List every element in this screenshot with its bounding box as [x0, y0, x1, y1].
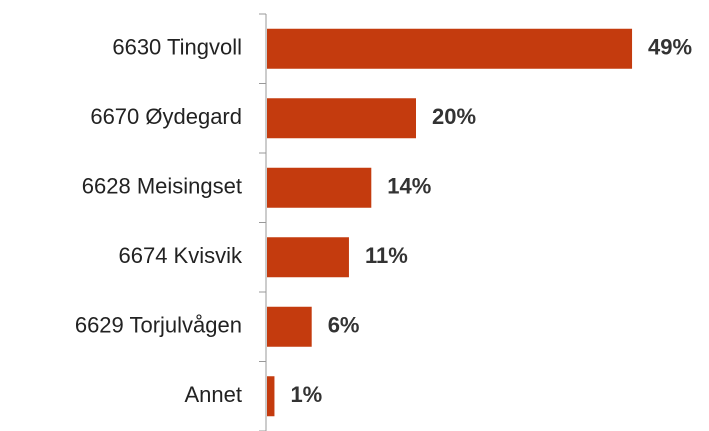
bar: [267, 376, 275, 417]
category-label: 6630 Tingvoll: [112, 35, 242, 60]
bar: [267, 306, 312, 347]
data-label: 6%: [328, 313, 360, 338]
category-label: 6674 Kvisvik: [118, 243, 243, 268]
bar: [267, 167, 372, 208]
data-label: 49%: [648, 35, 692, 60]
data-label: 14%: [387, 174, 431, 199]
bar: [267, 28, 633, 69]
data-label: 1%: [290, 382, 322, 407]
bar: [267, 98, 416, 139]
category-label: 6629 Torjulvågen: [75, 313, 242, 338]
bar: [267, 237, 349, 278]
category-label: 6628 Meisingset: [82, 174, 242, 199]
category-label: Annet: [185, 382, 243, 407]
data-label: 11%: [365, 243, 408, 268]
data-label: 20%: [432, 104, 476, 129]
category-label: 6670 Øydegard: [90, 104, 242, 129]
